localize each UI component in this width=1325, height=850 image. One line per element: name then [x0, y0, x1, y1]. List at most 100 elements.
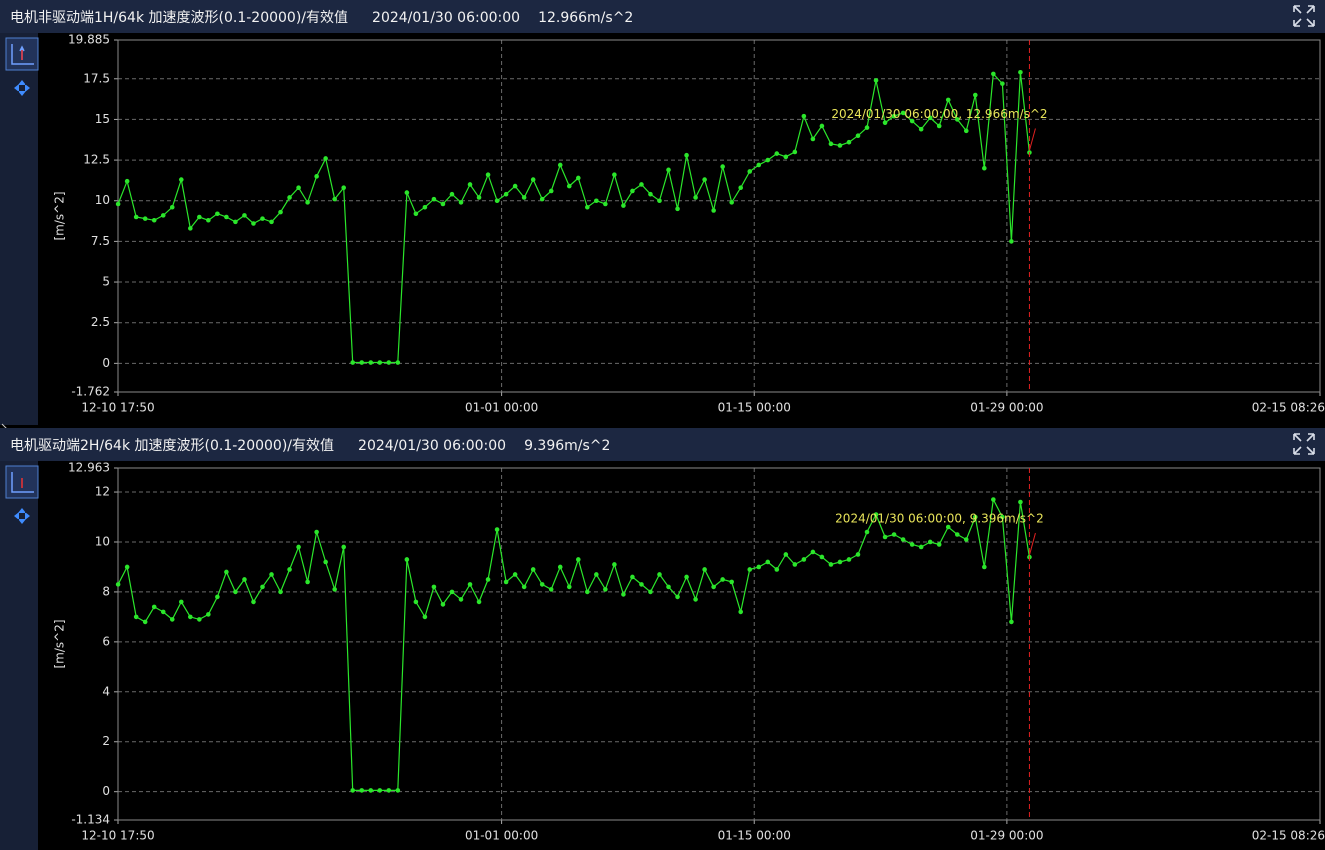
data-point	[639, 182, 644, 187]
data-point	[630, 188, 635, 194]
data-point	[693, 195, 698, 200]
data-point	[215, 211, 220, 217]
data-point	[1009, 619, 1014, 625]
data-point	[756, 564, 762, 570]
data-point	[377, 360, 383, 365]
data-point	[557, 162, 563, 168]
data-point	[675, 206, 680, 212]
data-point	[639, 582, 644, 587]
data-point	[512, 572, 518, 577]
data-point	[720, 164, 725, 169]
data-point	[233, 219, 238, 225]
data-point	[296, 544, 301, 550]
data-point	[224, 569, 229, 575]
data-point	[882, 534, 888, 540]
data-point	[666, 167, 671, 173]
data-point	[566, 183, 572, 189]
data-point	[810, 549, 816, 555]
reading: 12.966m/s^2	[538, 10, 633, 26]
data-point	[215, 594, 220, 600]
data-point	[612, 172, 617, 178]
data-point	[945, 524, 951, 530]
data-point	[819, 123, 825, 129]
header-bar	[0, 428, 1325, 461]
data-point	[323, 156, 328, 161]
maximize-button[interactable]	[1293, 5, 1315, 27]
data-point	[801, 113, 807, 119]
data-point	[422, 204, 428, 210]
maximize-button[interactable]	[1293, 433, 1315, 455]
y-tick-label: 12	[95, 485, 110, 499]
tool-pan[interactable]	[14, 80, 30, 96]
data-point	[440, 602, 446, 607]
y-tick-label: 10	[95, 193, 110, 207]
data-point	[945, 97, 951, 103]
x-tick-label: 01-01 00:00	[465, 401, 538, 415]
data-point	[386, 360, 392, 365]
data-point	[115, 582, 121, 587]
toolbar[interactable]	[0, 461, 38, 850]
data-point	[305, 579, 310, 585]
series-line	[117, 497, 1030, 791]
data-point	[648, 191, 653, 197]
data-point	[612, 562, 617, 567]
y-tick-label: -1.134	[71, 813, 110, 827]
data-point	[963, 537, 969, 542]
data-point	[188, 226, 193, 231]
x-tick-label: 02-15 08:26	[1252, 401, 1325, 415]
data-point	[530, 177, 536, 182]
panel-title: 电机驱动端2H/64k 加速度波形(0.1-20000)/有效值	[10, 438, 334, 454]
data-point	[197, 214, 202, 220]
data-point	[458, 597, 464, 602]
x-tick-label: 02-15 08:26	[1252, 829, 1325, 843]
data-point	[585, 589, 590, 595]
data-point	[512, 183, 518, 189]
data-point	[973, 92, 978, 98]
data-point	[900, 110, 906, 116]
y-tick-label: 12.963	[68, 461, 110, 475]
data-point	[684, 152, 689, 158]
x-tick-label: 01-29 00:00	[970, 829, 1043, 843]
data-point	[278, 209, 283, 215]
y-tick-label: -1.762	[71, 385, 110, 399]
data-point	[711, 208, 716, 213]
y-tick-label: 17.5	[83, 71, 110, 85]
cursor-annotation: 2024/01/30 06:00:00, 12.966m/s^2	[831, 107, 1047, 121]
data-point	[151, 604, 157, 610]
y-tick-label: 8	[102, 584, 110, 598]
data-point	[585, 204, 590, 210]
data-point	[1018, 69, 1023, 75]
data-point	[575, 175, 581, 181]
data-point	[729, 579, 734, 585]
data-point	[1018, 499, 1023, 505]
data-point	[603, 587, 608, 592]
x-tick-label: 12-10 17:50	[81, 401, 154, 415]
panel-frame	[0, 428, 1325, 850]
data-point	[855, 552, 861, 557]
data-point	[566, 584, 572, 590]
y-tick-label: 6	[102, 634, 110, 648]
data-point	[422, 614, 428, 620]
data-point	[846, 139, 852, 145]
data-point	[251, 599, 256, 605]
data-point	[521, 584, 527, 590]
toolbar[interactable]	[0, 33, 38, 425]
data-point	[395, 360, 401, 365]
data-point	[927, 115, 933, 121]
data-point	[774, 151, 780, 156]
data-point	[711, 584, 716, 590]
data-point	[251, 221, 256, 226]
data-point	[178, 177, 184, 182]
y-tick-label: 5	[102, 275, 110, 289]
y-tick-label: 10	[95, 534, 110, 548]
data-point	[756, 162, 762, 168]
data-point	[341, 544, 346, 550]
data-point	[413, 599, 419, 605]
tool-pan[interactable]	[14, 508, 30, 524]
data-point	[314, 174, 319, 179]
data-point	[828, 562, 834, 567]
data-point	[278, 589, 283, 595]
data-point	[594, 572, 599, 577]
data-point	[467, 182, 473, 187]
